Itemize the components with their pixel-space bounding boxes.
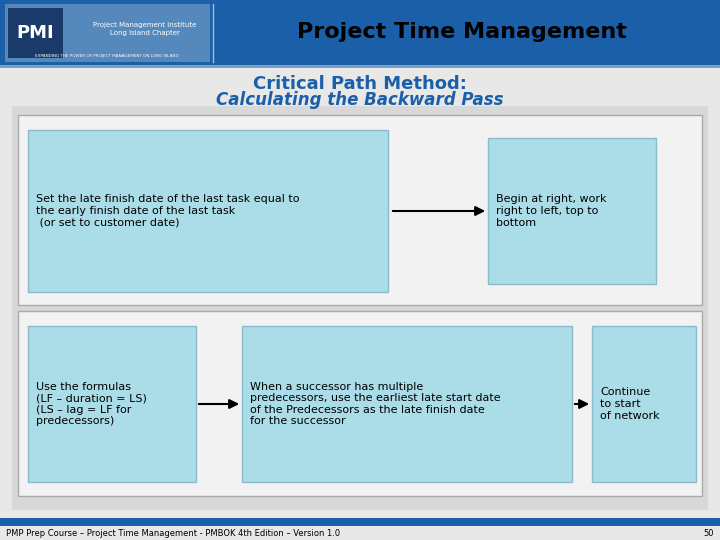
Text: Continue
to start
of network: Continue to start of network	[600, 387, 660, 421]
Text: Set the late finish date of the last task equal to
the early finish date of the : Set the late finish date of the last tas…	[36, 194, 300, 227]
Text: Critical Path Method:: Critical Path Method:	[253, 75, 467, 93]
Bar	[488, 138, 656, 284]
Text: Use the formulas
(LF – duration = LS)
(LS – lag = LF for
predecessors): Use the formulas (LF – duration = LS) (L…	[36, 382, 147, 427]
Text: When a successor has multiple
predecessors, use the earliest late start date
of : When a successor has multiple predecesso…	[250, 382, 500, 427]
Text: Calculating the Backward Pass: Calculating the Backward Pass	[216, 91, 504, 109]
Bar	[28, 130, 388, 292]
Bar	[18, 115, 702, 305]
Text: 50: 50	[703, 529, 714, 537]
Text: PMI: PMI	[16, 24, 54, 42]
Bar	[0, 518, 720, 526]
Bar	[18, 311, 702, 496]
Bar	[8, 8, 63, 58]
Bar	[242, 326, 572, 482]
Bar	[28, 326, 196, 482]
Text: Project Time Management: Project Time Management	[297, 22, 627, 42]
Text: PMP Prep Course – Project Time Management - PMBOK 4th Edition – Version 1.0: PMP Prep Course – Project Time Managemen…	[6, 529, 340, 537]
Bar	[592, 326, 696, 482]
Bar	[0, 0, 720, 65]
Text: Long Island Chapter: Long Island Chapter	[110, 30, 180, 36]
Text: Begin at right, work
right to left, top to
bottom: Begin at right, work right to left, top …	[496, 194, 606, 227]
Text: EXPANDING THE POWER OF PROJECT MANAGEMENT ON LONG ISLAND: EXPANDING THE POWER OF PROJECT MANAGEMEN…	[35, 54, 179, 58]
Text: Project Management Institute: Project Management Institute	[94, 22, 197, 28]
Bar	[5, 4, 210, 62]
Bar	[12, 106, 708, 510]
